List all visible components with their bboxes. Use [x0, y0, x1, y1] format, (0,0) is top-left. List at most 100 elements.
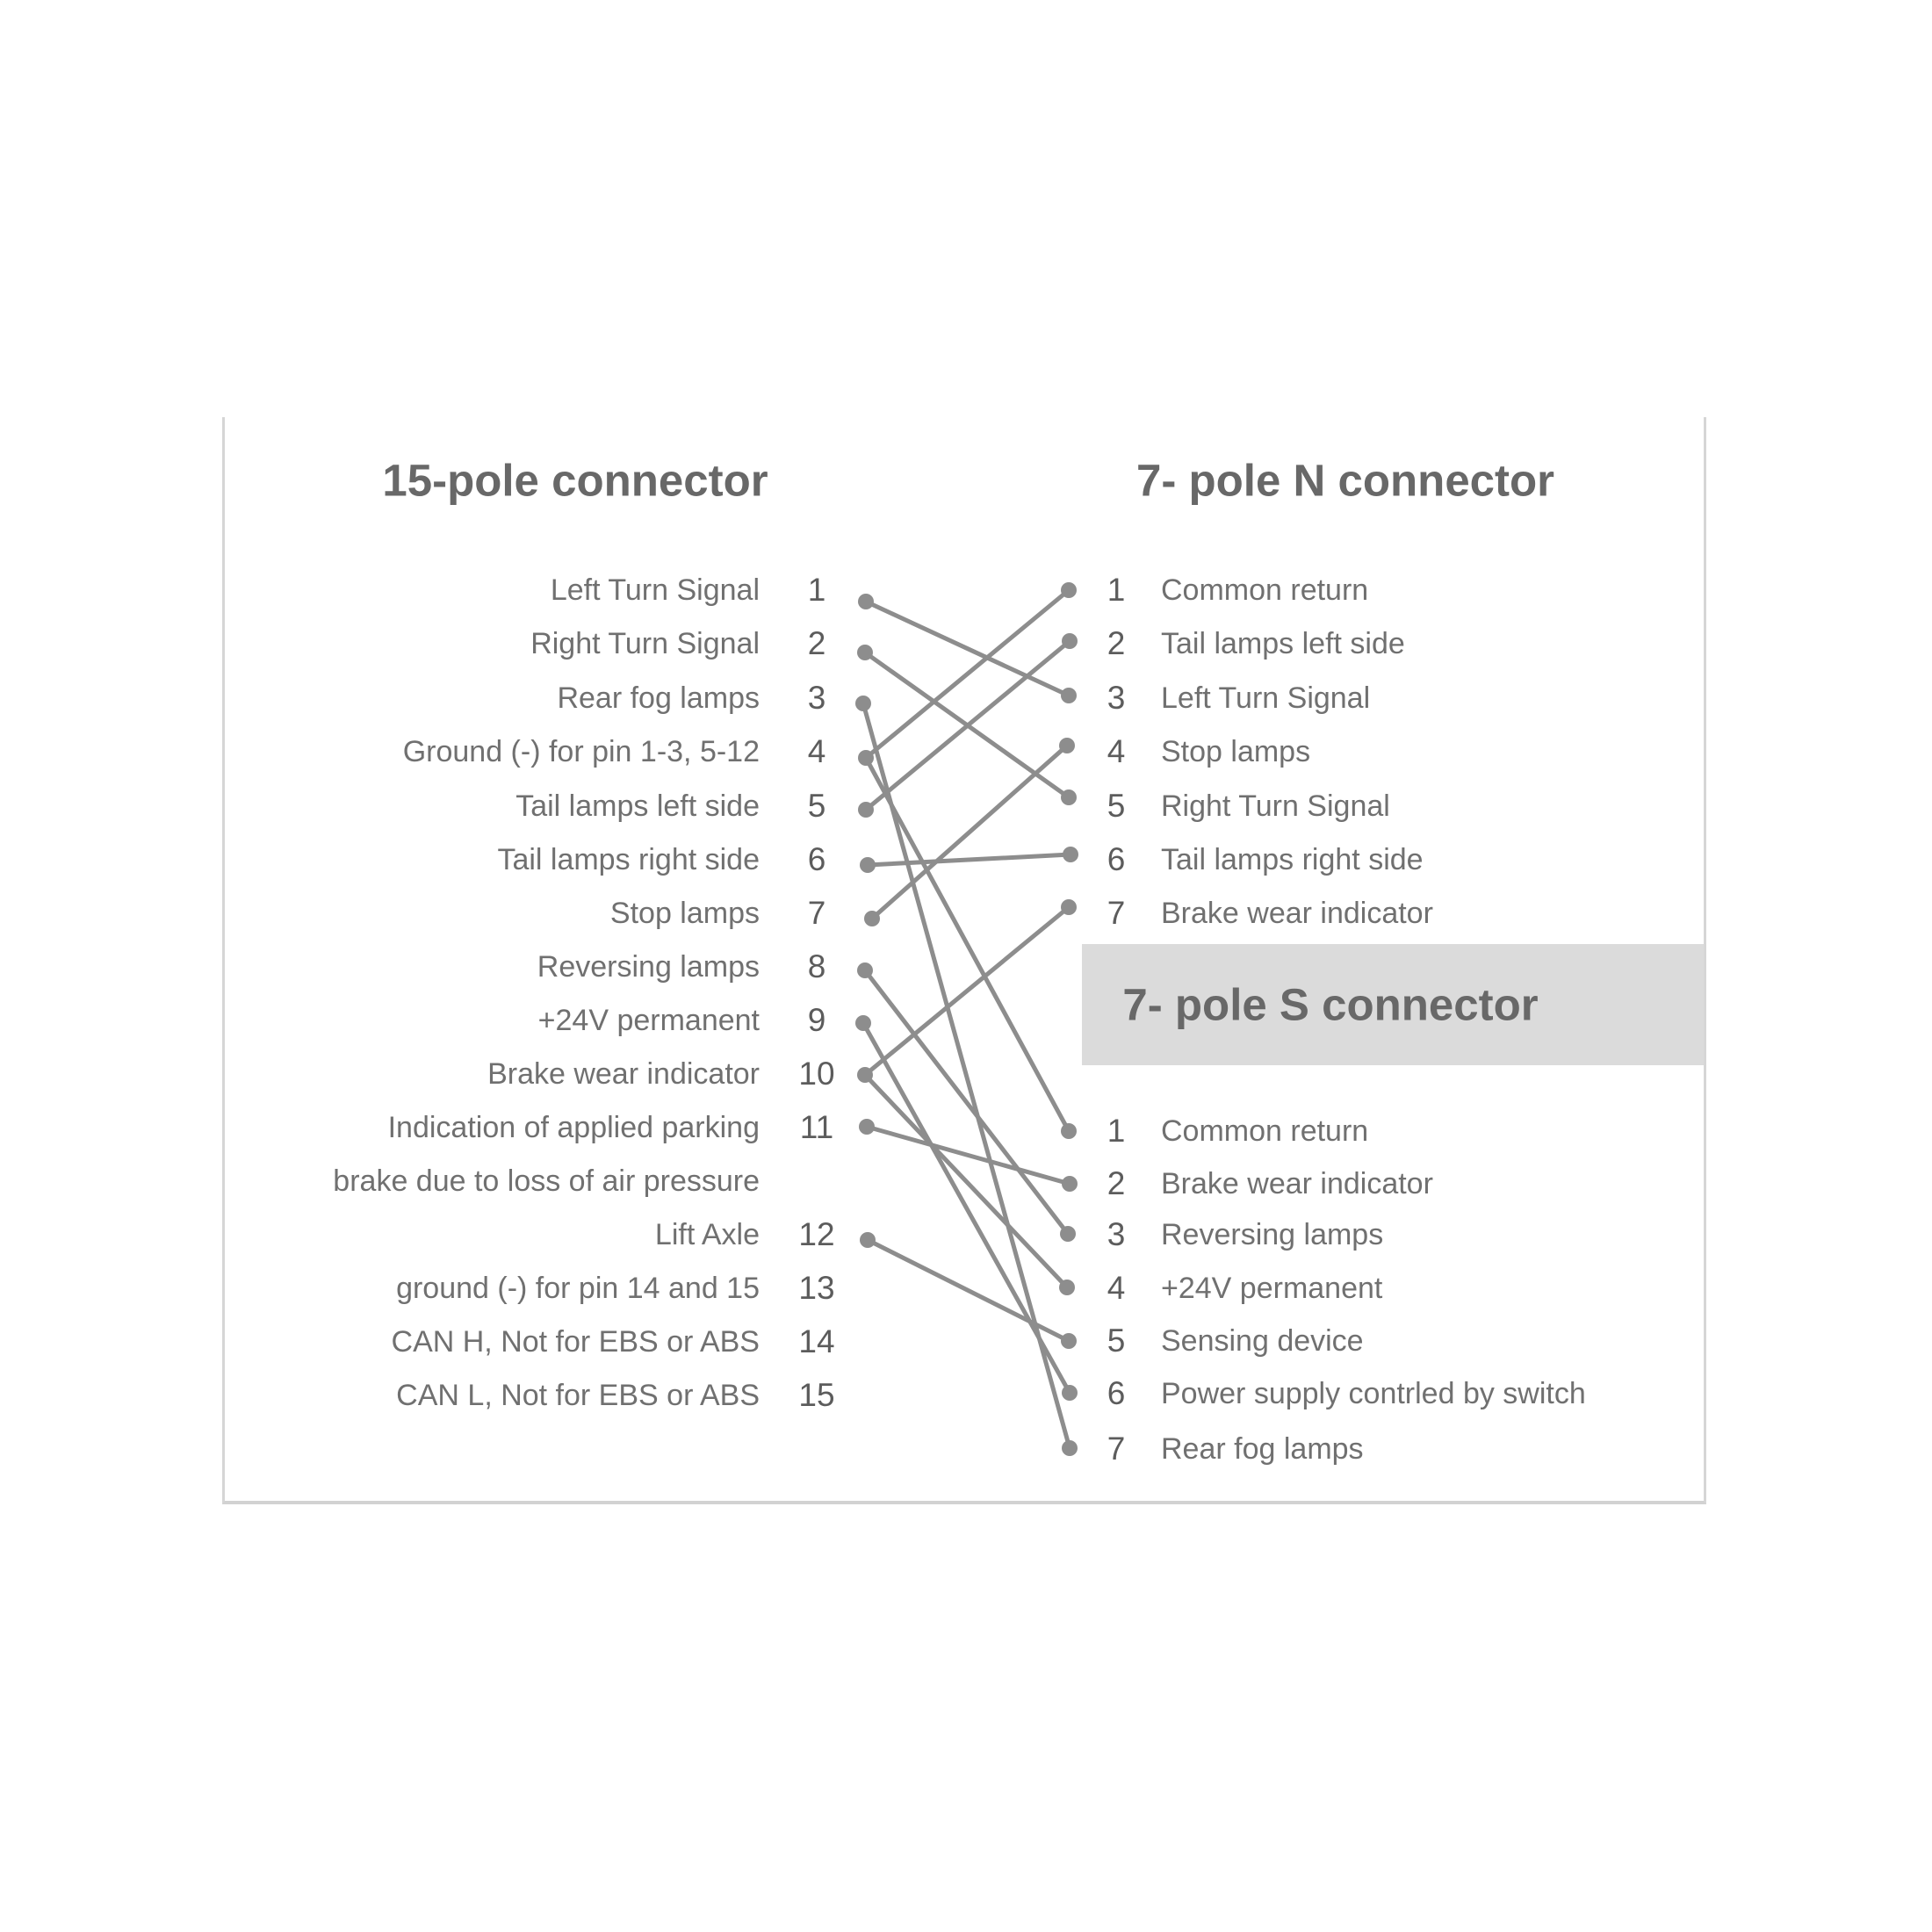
poleS-pin-4-label: +24V permanent [1161, 1272, 1383, 1305]
poleN-pin-1-label: Common return [1161, 573, 1369, 607]
s-connector-header-band [1082, 944, 1704, 1065]
title-7-pole-s-connector: 7- pole S connector [1122, 979, 1539, 1030]
pole15-pin-2-number: 2 [807, 625, 826, 661]
pole15-pin-12-label: Lift Axle [654, 1218, 760, 1251]
poleS-pin-7-label: Rear fog lamps [1161, 1432, 1364, 1466]
pole-N3-dot [1061, 688, 1077, 703]
pole15-pin-12-dot [860, 1232, 876, 1248]
poleN-pin-5-label: Right Turn Signal [1161, 789, 1390, 823]
poleN-pin-2-number: 2 [1107, 625, 1126, 661]
pole15-pin-3-number: 3 [807, 680, 826, 716]
pole15-pin-5-dot [858, 802, 874, 818]
poleS-pin-5-label: Sensing device [1161, 1324, 1364, 1358]
pole15-pin-2-label: Right Turn Signal [530, 627, 760, 660]
wire-4-to-N1 [864, 588, 1071, 760]
pole-S4-dot [1059, 1280, 1075, 1295]
pole-S6-dot [1062, 1385, 1078, 1401]
pole15-pin-11-number: 11 [799, 1109, 834, 1145]
pole-S2-dot [1062, 1176, 1078, 1192]
pole15-pin-6-dot [860, 857, 876, 873]
pole15-pin-4-number: 4 [807, 733, 826, 769]
pole-N1-dot [1061, 582, 1077, 598]
pole-N2-dot [1062, 633, 1078, 649]
poleS-pin-6-label: Power supply contrled by switch [1161, 1377, 1586, 1410]
pole15-pin-4-dot [858, 750, 874, 766]
poleS-pin-2-label: Brake wear indicator [1161, 1167, 1433, 1200]
pole15-pin-8-dot [857, 962, 873, 978]
pole15-pin-11-dot [859, 1119, 875, 1135]
pole-S5-dot [1061, 1333, 1077, 1349]
wire-4-to-S1 [863, 756, 1071, 1133]
pole15-pin-7-number: 7 [807, 895, 826, 931]
poleS-pin-5-number: 5 [1107, 1323, 1126, 1359]
poleN-pin-5-number: 5 [1107, 788, 1126, 824]
poleN-pin-3-number: 3 [1107, 680, 1126, 716]
poleN-pin-7-label: Brake wear indicator [1161, 897, 1433, 930]
pole-N4-dot [1059, 738, 1075, 753]
pole15-pin-15-label: CAN L, Not for EBS or ABS [396, 1379, 760, 1412]
pole15-pin-1-label: Left Turn Signal [550, 573, 760, 607]
pole15-pin-2-dot [857, 645, 873, 660]
pole15-pin-4-label: Ground (-) for pin 1-3, 5-12 [402, 735, 760, 768]
pole15-pin-6-label: Tail lamps right side [497, 843, 760, 876]
poleS-pin-7-number: 7 [1107, 1431, 1126, 1467]
pole15-pin-14-label: CAN H, Not for EBS or ABS [391, 1325, 760, 1359]
pole15-pin-1-dot [858, 594, 874, 609]
pole15-pin-6-number: 6 [807, 841, 826, 877]
pole15-pin-7-label: Stop lamps [609, 897, 760, 930]
pole15-pin-9-label: +24V permanent [537, 1004, 760, 1037]
pole-S1-dot [1061, 1123, 1077, 1139]
wire-8-to-S3 [863, 969, 1070, 1236]
pole15-pin-9-dot [855, 1015, 871, 1031]
poleS-pin-1-label: Common return [1161, 1114, 1369, 1148]
pole15-pin-11-label: Indication of applied parking brake due t… [333, 1111, 760, 1198]
pole15-pin-13-number: 13 [798, 1270, 835, 1306]
poleN-pin-4-number: 4 [1107, 733, 1126, 769]
pole-N5-dot [1061, 789, 1077, 805]
title-7-pole-n-connector: 7- pole N connector [1135, 455, 1555, 506]
pole-S7-dot [1062, 1440, 1078, 1456]
title-15-pole-connector: 15-pole connector [382, 455, 768, 506]
pole15-pin-5-label: Tail lamps left side [515, 789, 760, 823]
wire-1-to-N3 [864, 599, 1071, 698]
pole15-pin-8-number: 8 [807, 948, 826, 984]
wire-7-to-N4 [870, 744, 1069, 920]
poleS-pin-2-number: 2 [1107, 1165, 1126, 1201]
pole15-pin-10-dot [857, 1067, 873, 1083]
poleN-pin-7-number: 7 [1107, 895, 1126, 931]
pole15-pin-1-number: 1 [807, 572, 826, 608]
poleN-pin-1-number: 1 [1107, 572, 1126, 608]
poleN-pin-3-label: Left Turn Signal [1161, 681, 1371, 715]
wire-10-to-N7 [863, 905, 1071, 1077]
poleS-pin-6-number: 6 [1107, 1375, 1126, 1411]
poleS-pin-4-number: 4 [1107, 1270, 1126, 1306]
pole15-pin-10-label: Brake wear indicator [487, 1057, 760, 1091]
poleS-pin-3-label: Reversing lamps [1161, 1218, 1384, 1251]
pole15-pin-7-dot [864, 911, 880, 926]
pole15-pin-9-number: 9 [807, 1002, 826, 1038]
poleS-pin-1-number: 1 [1107, 1113, 1126, 1149]
poleN-pin-2-label: Tail lamps left side [1161, 627, 1405, 660]
pole-N7-dot [1061, 899, 1077, 915]
pole15-pin-13-label: ground (-) for pin 14 and 15 [396, 1272, 760, 1305]
wire-11-to-S2 [866, 1124, 1071, 1186]
pole15-pin-14-number: 14 [798, 1323, 835, 1359]
wire-10-to-S4 [863, 1073, 1069, 1289]
wire-12-to-S5 [866, 1237, 1071, 1344]
pole-N6-dot [1063, 847, 1078, 862]
wire-9-to-S6 [861, 1021, 1072, 1395]
pole15-pin-3-label: Rear fog lamps [557, 681, 760, 715]
poleN-pin-6-number: 6 [1107, 841, 1126, 877]
pole15-pin-8-label: Reversing lamps [537, 950, 760, 984]
poleS-pin-3-number: 3 [1107, 1216, 1126, 1252]
pole-S3-dot [1060, 1226, 1076, 1242]
wire-5-to-N2 [864, 639, 1071, 811]
pole15-pin-12-number: 12 [798, 1216, 835, 1252]
poleN-pin-4-label: Stop lamps [1161, 735, 1311, 768]
pole15-pin-15-number: 15 [798, 1377, 835, 1413]
pole15-pin-10-number: 10 [798, 1056, 835, 1092]
poleN-pin-6-label: Tail lamps right side [1161, 843, 1424, 876]
pole15-pin-5-number: 5 [807, 788, 826, 824]
